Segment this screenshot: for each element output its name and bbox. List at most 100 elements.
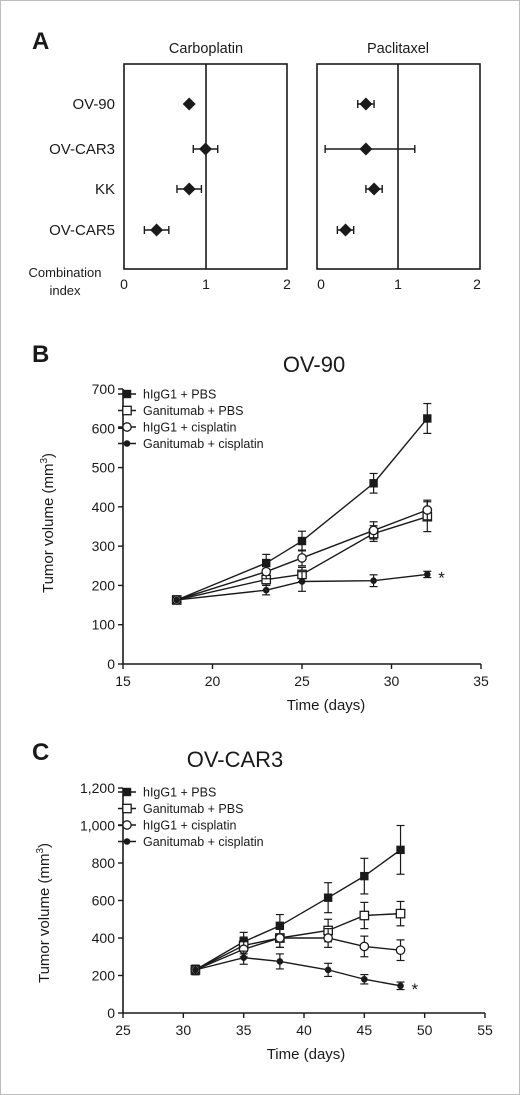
diamond-point [182,182,196,196]
x-tick-label: 30 [176,1022,192,1038]
data-point-filled-circle [397,982,404,990]
data-point-open-circle [368,525,379,536]
data-point-open-square [122,405,132,416]
diamond-point [359,97,373,111]
panel-b-letter: B [32,341,49,368]
data-point-filled-circle [192,966,199,974]
data-point-filled-square [360,871,369,881]
data-point-filled-circle [276,958,284,965]
data-point-filled-square [369,479,378,488]
diamond-point [367,182,381,196]
data-point-open-circle [359,941,370,952]
x-tick-label: 15 [115,673,131,689]
diamond-point [199,142,212,156]
panel-a-row-label: KK [95,181,115,198]
data-point-filled-circle [123,838,131,845]
diamond-point [182,97,196,111]
x-tick-label: 45 [357,1022,373,1038]
y-tick-label: 200 [92,968,116,984]
data-point-open-circle [422,505,433,515]
data-point-filled-circle [370,577,377,585]
data-point-filled-square [122,787,132,797]
series-line [195,937,401,971]
y-tick-label: 700 [92,381,116,397]
x-tick-label: 25 [115,1022,131,1038]
x-tick-label: 40 [296,1022,312,1038]
panel-a-row-label: OV-CAR3 [49,141,115,158]
y-tick-label: 1,200 [80,780,115,796]
data-point-open-circle [122,820,132,830]
x-tick-label: 35 [473,673,489,689]
data-point-open-square [359,910,370,921]
data-point-filled-square [323,893,333,902]
significance-star: * [438,568,445,587]
y-tick-label: 600 [92,893,116,909]
data-point-filled-circle [424,571,431,578]
series-line [195,849,401,971]
panel-a-xlabel-line2: index [49,283,81,298]
data-point-open-circle [395,945,406,956]
panel-c-xlabel: Time (days) [267,1046,346,1063]
data-point-open-circle [122,422,132,432]
data-point-filled-circle [240,954,247,961]
panel-a-letter: A [32,28,49,55]
y-tick-label: 0 [107,1005,115,1021]
data-point-open-circle [323,933,333,943]
legend-label: hIgG1 + PBS [143,786,216,800]
diamond-point [339,223,353,237]
y-tick-label: 1,000 [80,818,115,834]
panel-a-paclitaxel-title: Paclitaxel [367,41,429,57]
data-point-filled-circle [123,440,131,447]
legend-label: hIgG1 + cisplatin [143,819,237,833]
panel-a-carboplatin-xtick: 2 [283,276,291,292]
panel-b-xlabel: Time (days) [287,697,366,714]
y-tick-label: 500 [92,460,116,476]
panel-b-plot: 0 100 200 300 400 500 600 700 15 20 25 30 35 hIgG1 + … [92,381,489,689]
panel-c-title: OV-CAR3 [187,747,284,772]
data-point-filled-square [297,536,307,546]
data-point-open-circle [297,553,307,563]
y-tick-label: 600 [92,420,116,436]
y-tick-label: 800 [92,855,116,871]
panel-a-row-label: OV-CAR5 [49,222,115,239]
x-tick-label: 55 [477,1022,493,1038]
x-tick-label: 35 [236,1022,252,1038]
data-point-filled-circle [173,596,180,604]
significance-star: * [412,980,419,999]
panel-a-paclitaxel-xtick: 0 [317,276,325,292]
data-point-filled-square [122,389,132,399]
data-point-filled-circle [361,975,368,983]
data-point-open-square [395,908,406,919]
x-tick-label: 50 [417,1022,433,1038]
legend-label: hIgG1 + PBS [143,388,216,402]
y-tick-label: 300 [92,538,116,554]
panel-a-paclitaxel-xtick: 1 [394,276,402,292]
data-point-open-square [122,803,132,814]
data-point-filled-square [396,845,405,855]
panel-a-carboplatin-title: Carboplatin [169,41,243,57]
y-tick-label: 400 [92,499,116,515]
series-line [195,956,401,987]
panel-a-marks [143,97,416,237]
panel-a-xlabel-line1: Combination [29,265,102,280]
panel-c-plot: 0 200 400 600 800 1,000 1,200 25 30 35 40 45 50 55 hIg… [80,780,493,1038]
y-tick-label: 0 [107,656,115,672]
data-point-open-circle [275,933,285,943]
x-tick-label: 20 [205,673,221,689]
legend-label: Ganitumab + PBS [143,404,243,418]
diamond-point [150,223,164,237]
legend-label: Ganitumab + PBS [143,802,243,816]
panel-a-paclitaxel-xtick: 2 [473,276,481,292]
x-tick-label: 25 [294,673,310,689]
panel-b-ylabel: Tumor volume (mm3) [39,453,57,593]
data-point-filled-square [275,921,285,931]
data-point-filled-circle [298,578,306,585]
legend-label: Ganitumab + cisplatin [143,835,264,849]
y-tick-label: 100 [92,617,116,633]
panel-a-row-label: OV-90 [72,96,115,113]
data-point-filled-square [423,414,432,423]
diamond-point [359,142,373,156]
data-point-open-circle [261,566,272,577]
